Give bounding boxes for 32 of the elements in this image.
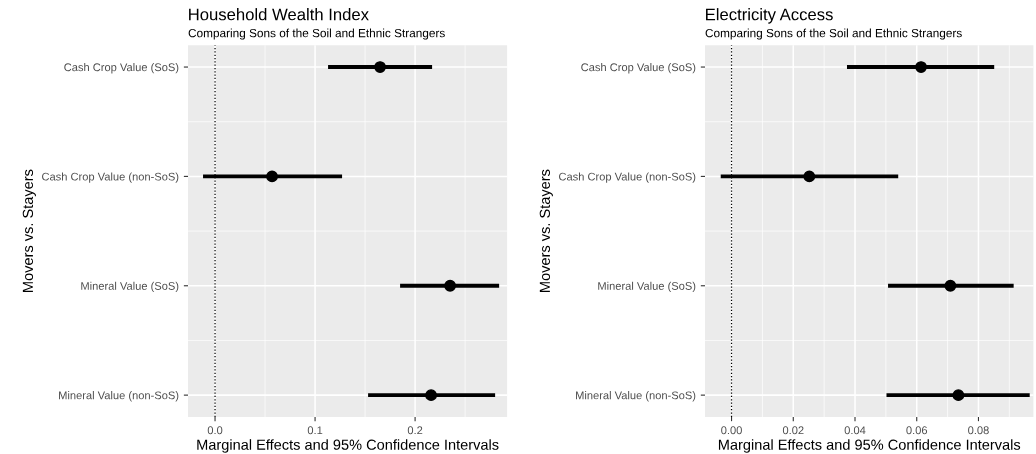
- chart-title: Electricity Access: [706, 8, 833, 24]
- point: [425, 389, 438, 402]
- y-tick-label: Mineral Value (SoS): [81, 281, 179, 293]
- y-axis-title: Movers vs. Stayers: [22, 169, 36, 292]
- x-tick-label: 0.04: [844, 426, 866, 435]
- point: [266, 170, 278, 183]
- x-tick-label: 0.08: [968, 426, 989, 435]
- point: [952, 389, 965, 402]
- y-tick-label: Mineral Value (non-SoS): [59, 391, 179, 402]
- x-tick-label: 0.2: [407, 426, 423, 435]
- x-tick-label: 0.1: [307, 426, 323, 435]
- point: [803, 170, 816, 183]
- point: [944, 279, 957, 292]
- y-tick-label: Mineral Value (non-SoS): [576, 391, 696, 402]
- chart-subtitle: Comparing Sons of the Soil and Ethnic Strangers: [188, 28, 445, 40]
- point: [444, 279, 457, 292]
- point: [374, 61, 386, 73]
- x-tick-label: 0.02: [782, 426, 804, 435]
- y-tick-label: Cash Crop Value (SoS): [581, 63, 696, 74]
- chart-title: Household Wealth Index: [189, 8, 369, 21]
- chart-subtitle: Comparing Sons of the Soil and Ethnic Strangers: [705, 28, 962, 40]
- y-tick-label: Cash Crop Value (SoS): [64, 63, 179, 74]
- point: [915, 61, 927, 73]
- y-axis-title: Movers vs. Stayers: [539, 169, 553, 292]
- x-tick-label: 0.0: [207, 426, 223, 435]
- x-tick-label: 0.00: [721, 426, 742, 435]
- y-tick-label: Cash Crop Value (non-SoS): [42, 172, 179, 183]
- x-axis-title: Marginal Effects and 95% Confidence Intervals: [197, 439, 499, 453]
- y-tick-label: Mineral Value (SoS): [598, 281, 696, 293]
- x-axis-title: Marginal Effects and 95% Confidence Intervals: [718, 439, 1021, 453]
- y-tick-label: Cash Crop Value (non-SoS): [559, 172, 696, 183]
- x-tick-label: 0.06: [906, 426, 928, 435]
